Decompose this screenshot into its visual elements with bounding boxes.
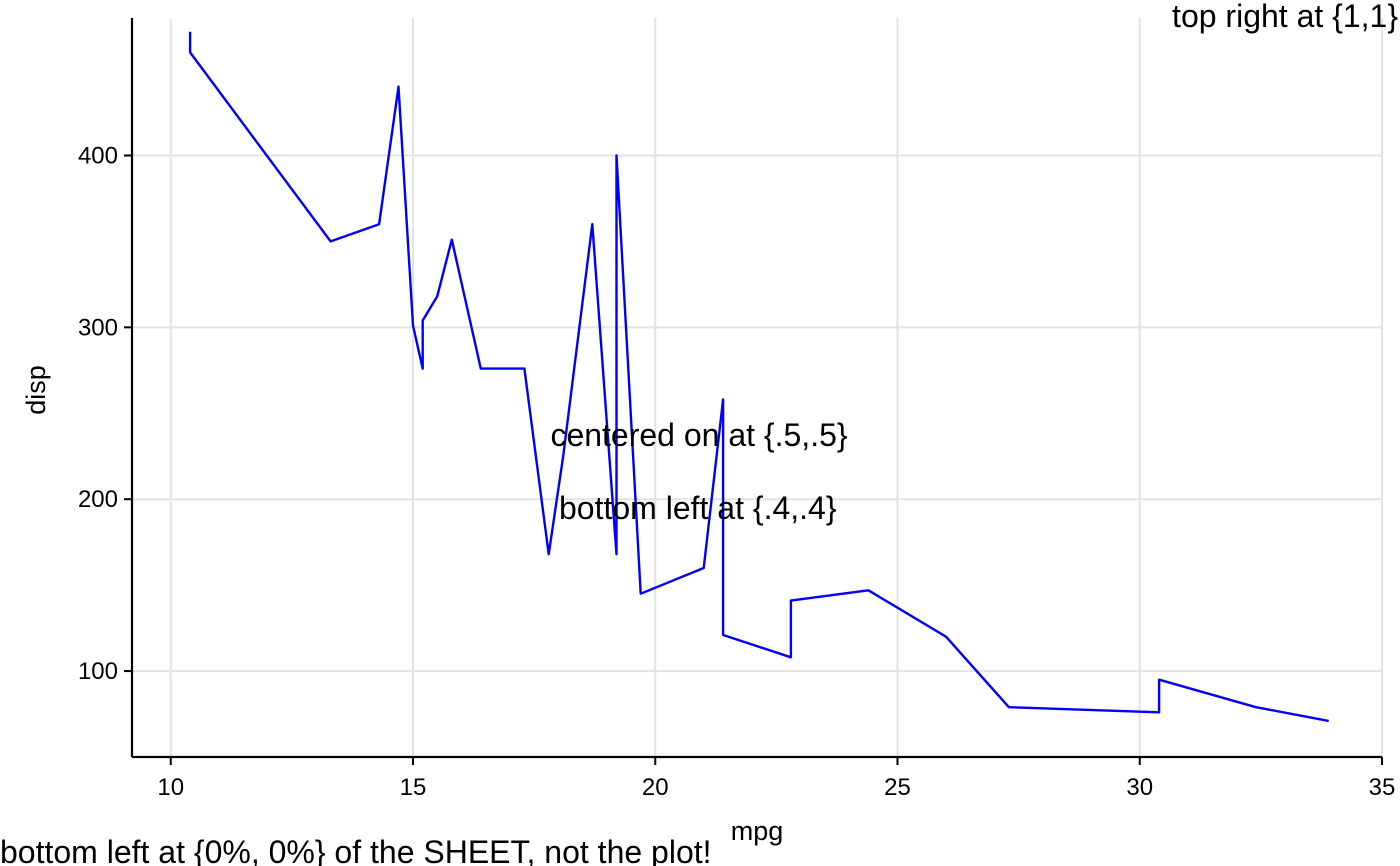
series-line <box>188 31 1329 723</box>
annotation-bottom-left-sheet: bottom left at {0%, 0%} of the SHEET, no… <box>0 834 712 866</box>
x-tick-label: 20 <box>642 774 669 801</box>
y-tick-label: 200 <box>78 486 118 513</box>
y-tick-label: 300 <box>78 314 118 341</box>
x-tick-label: 25 <box>884 774 911 801</box>
annotation-top-right: top right at {1,1} <box>1172 0 1398 34</box>
y-tick-label: 400 <box>78 142 118 169</box>
x-tick-label: 35 <box>1369 774 1396 801</box>
ticks: 10 15 20 25 30 35 100 200 300 400 <box>78 142 1395 801</box>
annotation-bottom-left-plot: bottom left at {.4,.4} <box>559 490 837 526</box>
x-tick-label: 15 <box>400 774 427 801</box>
x-tick-label: 10 <box>157 774 184 801</box>
y-tick-label: 100 <box>78 658 118 685</box>
x-tick-label: 30 <box>1126 774 1153 801</box>
annotation-center: centered on at {.5,.5} <box>550 417 847 453</box>
axes <box>130 18 1382 759</box>
y-axis-title: disp <box>21 365 51 415</box>
x-axis-title: mpg <box>731 816 784 846</box>
grid <box>132 18 1383 757</box>
